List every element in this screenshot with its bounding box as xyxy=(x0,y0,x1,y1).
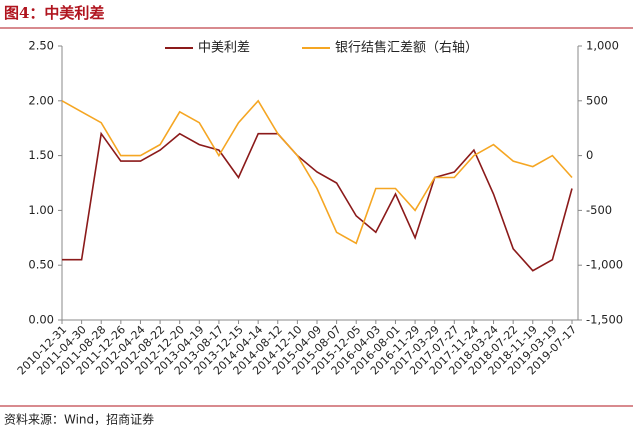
y-tick-label: 2.50 xyxy=(28,39,54,53)
legend-label: 中美利差 xyxy=(198,41,250,56)
y2-tick-label: -1,500 xyxy=(586,313,623,327)
series-line xyxy=(61,99,573,245)
series-line xyxy=(62,131,573,272)
y-tick-label: 1.00 xyxy=(28,203,54,217)
y-tick-label: 1.50 xyxy=(28,148,54,162)
y2-tick-label: 500 xyxy=(586,93,608,107)
y2-tick-label: 1,000 xyxy=(586,39,619,53)
y2-tick-label: -500 xyxy=(586,203,612,217)
y2-tick-label: 0 xyxy=(586,148,593,162)
y-tick-label: 0.00 xyxy=(28,313,54,327)
legend-label: 银行结售汇差额（右轴） xyxy=(335,40,478,56)
source: 资料来源：Wind，招商证券 xyxy=(4,412,154,427)
chart-title: 图4：中美利差 xyxy=(4,4,104,22)
y2-tick-label: -1,000 xyxy=(586,258,623,272)
y-tick-label: 0.50 xyxy=(28,258,54,272)
y-tick-label: 2.00 xyxy=(28,93,54,107)
